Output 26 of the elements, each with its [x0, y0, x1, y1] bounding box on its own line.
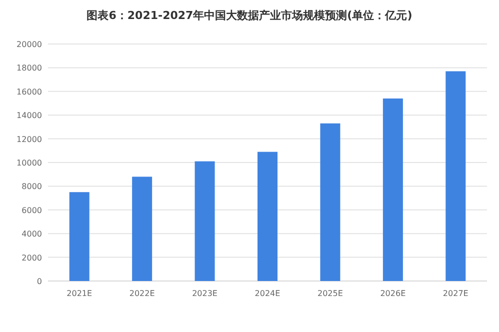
x-tick-label: 2024E	[254, 289, 280, 298]
x-tick-label: 2027E	[442, 289, 468, 298]
bar	[382, 98, 403, 281]
y-tick-label: 16000	[16, 87, 42, 96]
bar	[132, 176, 152, 281]
y-tick-label: 8000	[22, 182, 42, 192]
y-tick-label: 10000	[16, 158, 42, 168]
y-tick-label: 12000	[16, 134, 42, 144]
x-tick-label: 2026E	[380, 289, 406, 298]
x-tick-label: 2025E	[318, 289, 343, 298]
bar	[320, 123, 340, 281]
y-tick-label: 4000	[22, 230, 42, 239]
y-tick-label: 2000	[22, 253, 42, 262]
bar	[194, 161, 215, 281]
x-tick-label: 2023E	[192, 289, 218, 298]
bar	[69, 192, 90, 281]
y-tick-label: 20000	[16, 40, 42, 49]
chart-title: 图表6：2021-2027年中国大数据产业市场规模预测(单位：亿元)	[86, 9, 412, 22]
y-tick-label: 14000	[16, 111, 42, 120]
y-tick-label: 0	[36, 277, 42, 286]
bar	[258, 152, 278, 281]
x-tick-label: 2021E	[66, 289, 92, 298]
x-tick-label: 2022E	[129, 289, 155, 298]
y-tick-label: 6000	[22, 206, 42, 215]
bar	[446, 71, 466, 281]
y-tick-label: 18000	[16, 64, 42, 73]
